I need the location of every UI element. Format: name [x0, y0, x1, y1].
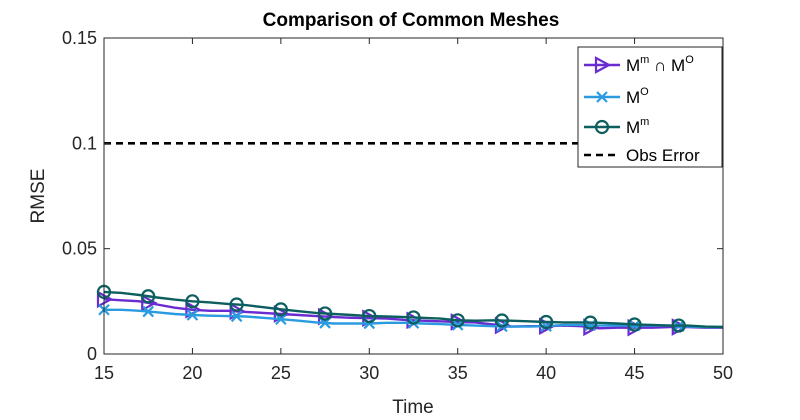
series-marker [273, 302, 288, 317]
x-tick-label: 15 [94, 363, 114, 383]
series-marker [230, 310, 243, 323]
series-marker [185, 294, 200, 309]
y-tick-label: 0 [87, 344, 97, 364]
legend-swatch-marker [596, 91, 608, 103]
series-marker [141, 294, 158, 312]
plot-frame [103, 37, 724, 355]
x-tick-label: 50 [713, 363, 733, 383]
x-tick-label: 35 [448, 363, 468, 383]
legend-swatch-marker [594, 56, 612, 74]
series-marker [142, 305, 154, 318]
series-marker [275, 313, 287, 326]
legend-label: MO [626, 86, 649, 107]
ticks-layer: 15 20 25 30 35 40 45 50 0 0.05 0.1 0.15 [62, 28, 733, 383]
legend-item: Mm [584, 116, 649, 137]
series-marker [539, 314, 554, 330]
series-marker [362, 308, 377, 324]
series-marker [229, 297, 244, 312]
y-tick-label: 0.1 [72, 133, 97, 153]
series-marker [583, 315, 598, 330]
y-axis-label: RMSE [28, 169, 49, 224]
series-2 [96, 284, 724, 333]
y-tick-label: 0.05 [62, 239, 97, 259]
legend-label: Obs Error [626, 146, 700, 165]
series-marker [141, 289, 156, 304]
series-marker [671, 318, 686, 333]
series-marker [186, 309, 199, 321]
legend-item: Mm ∩ MO [584, 54, 694, 75]
series-1 [98, 303, 723, 333]
series-marker [317, 306, 333, 321]
y-tick-label: 0.15 [62, 28, 97, 48]
x-tick-label: 20 [182, 363, 202, 383]
x-tick-label: 30 [359, 363, 379, 383]
x-tick-label: 45 [625, 363, 645, 383]
x-axis-label: Time [392, 397, 434, 418]
x-tick-label: 40 [536, 363, 556, 383]
legend-item: Obs Error [584, 146, 700, 165]
series-marker [494, 313, 510, 328]
legend: Mm ∩ MO MO Mm Obs Error [577, 46, 723, 168]
series-marker [450, 313, 465, 328]
legend-swatch-marker [594, 119, 610, 135]
legend-label: Mm ∩ MO [626, 54, 694, 75]
legend-label: Mm [626, 116, 649, 137]
series-line [103, 298, 723, 330]
series-marker [627, 317, 642, 332]
series-line [103, 290, 724, 329]
series-marker [406, 310, 421, 325]
legend-box [577, 46, 723, 168]
x-tick-label: 25 [271, 363, 291, 383]
legend-item: MO [584, 86, 649, 107]
series-layer [96, 142, 724, 337]
series-marker [451, 319, 464, 331]
chart-title: Comparison of Common Meshes [263, 10, 560, 31]
